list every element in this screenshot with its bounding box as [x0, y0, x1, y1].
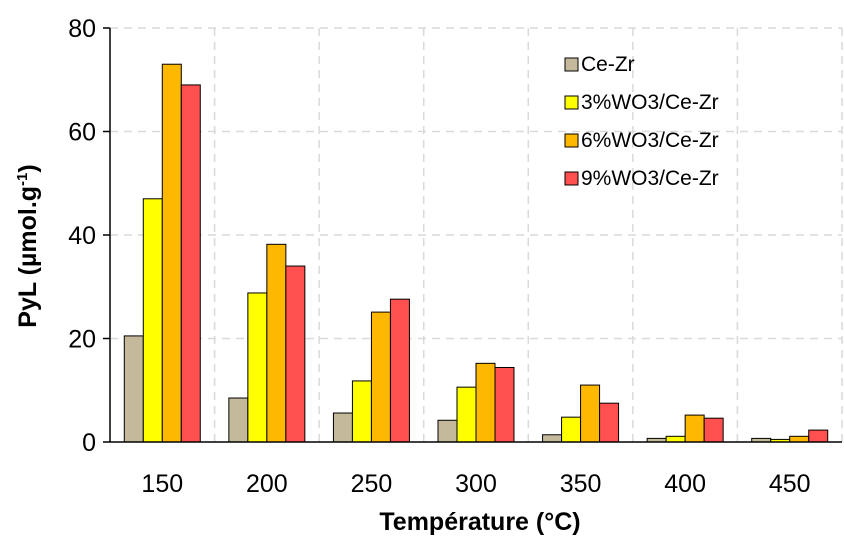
legend: Ce-Zr 3%WO3/Ce-Zr 6%WO3/Ce-Zr 9%WO3/Ce-Zr — [564, 53, 719, 190]
bar-6-wo3-ce-zr-200 — [266, 243, 287, 443]
x-tick-label: 400 — [664, 470, 706, 498]
x-tick-label: 200 — [246, 470, 288, 498]
y-tick-label: 20 — [68, 326, 96, 354]
bar-6-wo3-ce-zr-400 — [684, 414, 705, 443]
y-axis-title-end: ) — [14, 164, 42, 172]
bar-6-wo3-ce-zr-150 — [161, 63, 182, 443]
y-axis-title-main: PyL (µmol.g — [14, 186, 42, 328]
bar-ce-zr-150 — [123, 335, 144, 443]
bar-9-wo3-ce-zr-400 — [703, 417, 724, 443]
x-tick-label: 300 — [455, 470, 497, 498]
bar-3-wo3-ce-zr-250 — [351, 380, 372, 443]
bar-3-wo3-ce-zr-400 — [665, 435, 686, 443]
bar-3-wo3-ce-zr-300 — [456, 386, 477, 443]
bar-3-wo3-ce-zr-200 — [247, 292, 268, 443]
y-tick-label: 0 — [82, 429, 96, 457]
y-axis-title: PyL (µmol.g-1) — [14, 164, 42, 327]
bar-9-wo3-ce-zr-150 — [180, 84, 201, 443]
x-tick-label: 250 — [351, 470, 393, 498]
axes — [103, 27, 842, 443]
x-tick-labels: 150 200 250 300 350 400 450 — [141, 470, 810, 498]
bar-ce-zr-250 — [332, 412, 353, 443]
bar-3-wo3-ce-zr-150 — [142, 198, 163, 443]
bar-6-wo3-ce-zr-250 — [370, 311, 391, 443]
legend-label: 3%WO3/Ce-Zr — [581, 91, 719, 114]
legend-label: Ce-Zr — [581, 53, 635, 76]
bar-9-wo3-ce-zr-200 — [285, 265, 306, 443]
bar-9-wo3-ce-zr-350 — [599, 402, 620, 443]
legend-label: 9%WO3/Ce-Zr — [581, 167, 719, 190]
x-tick-label: 350 — [560, 470, 602, 498]
y-tick-label: 80 — [68, 15, 96, 43]
bar-9-wo3-ce-zr-300 — [494, 366, 515, 443]
bar-9-wo3-ce-zr-450 — [808, 429, 829, 443]
gridlines — [110, 27, 843, 442]
bar-ce-zr-200 — [228, 397, 249, 443]
bar-9-wo3-ce-zr-250 — [389, 298, 410, 443]
bars — [123, 63, 829, 443]
x-tick-label: 150 — [141, 470, 183, 498]
bar-ce-zr-300 — [437, 419, 458, 443]
legend-swatch — [564, 171, 579, 186]
legend-label: 6%WO3/Ce-Zr — [581, 129, 719, 152]
y-axis-title-superscript: -1 — [14, 173, 31, 186]
x-axis-title: Température (°C) — [379, 508, 580, 536]
legend-swatch — [564, 133, 579, 148]
x-tick-label: 450 — [769, 470, 811, 498]
legend-swatch — [564, 57, 579, 72]
bar-6-wo3-ce-zr-300 — [475, 362, 496, 443]
bar-6-wo3-ce-zr-350 — [580, 384, 601, 443]
y-tick-label: 60 — [68, 119, 96, 147]
bar-6-wo3-ce-zr-450 — [789, 435, 810, 443]
legend-swatch — [564, 95, 579, 110]
y-tick-labels: 0 20 40 60 80 — [68, 15, 96, 457]
y-tick-label: 40 — [68, 222, 96, 250]
bar-ce-zr-350 — [542, 434, 563, 443]
bar-3-wo3-ce-zr-350 — [561, 416, 582, 443]
